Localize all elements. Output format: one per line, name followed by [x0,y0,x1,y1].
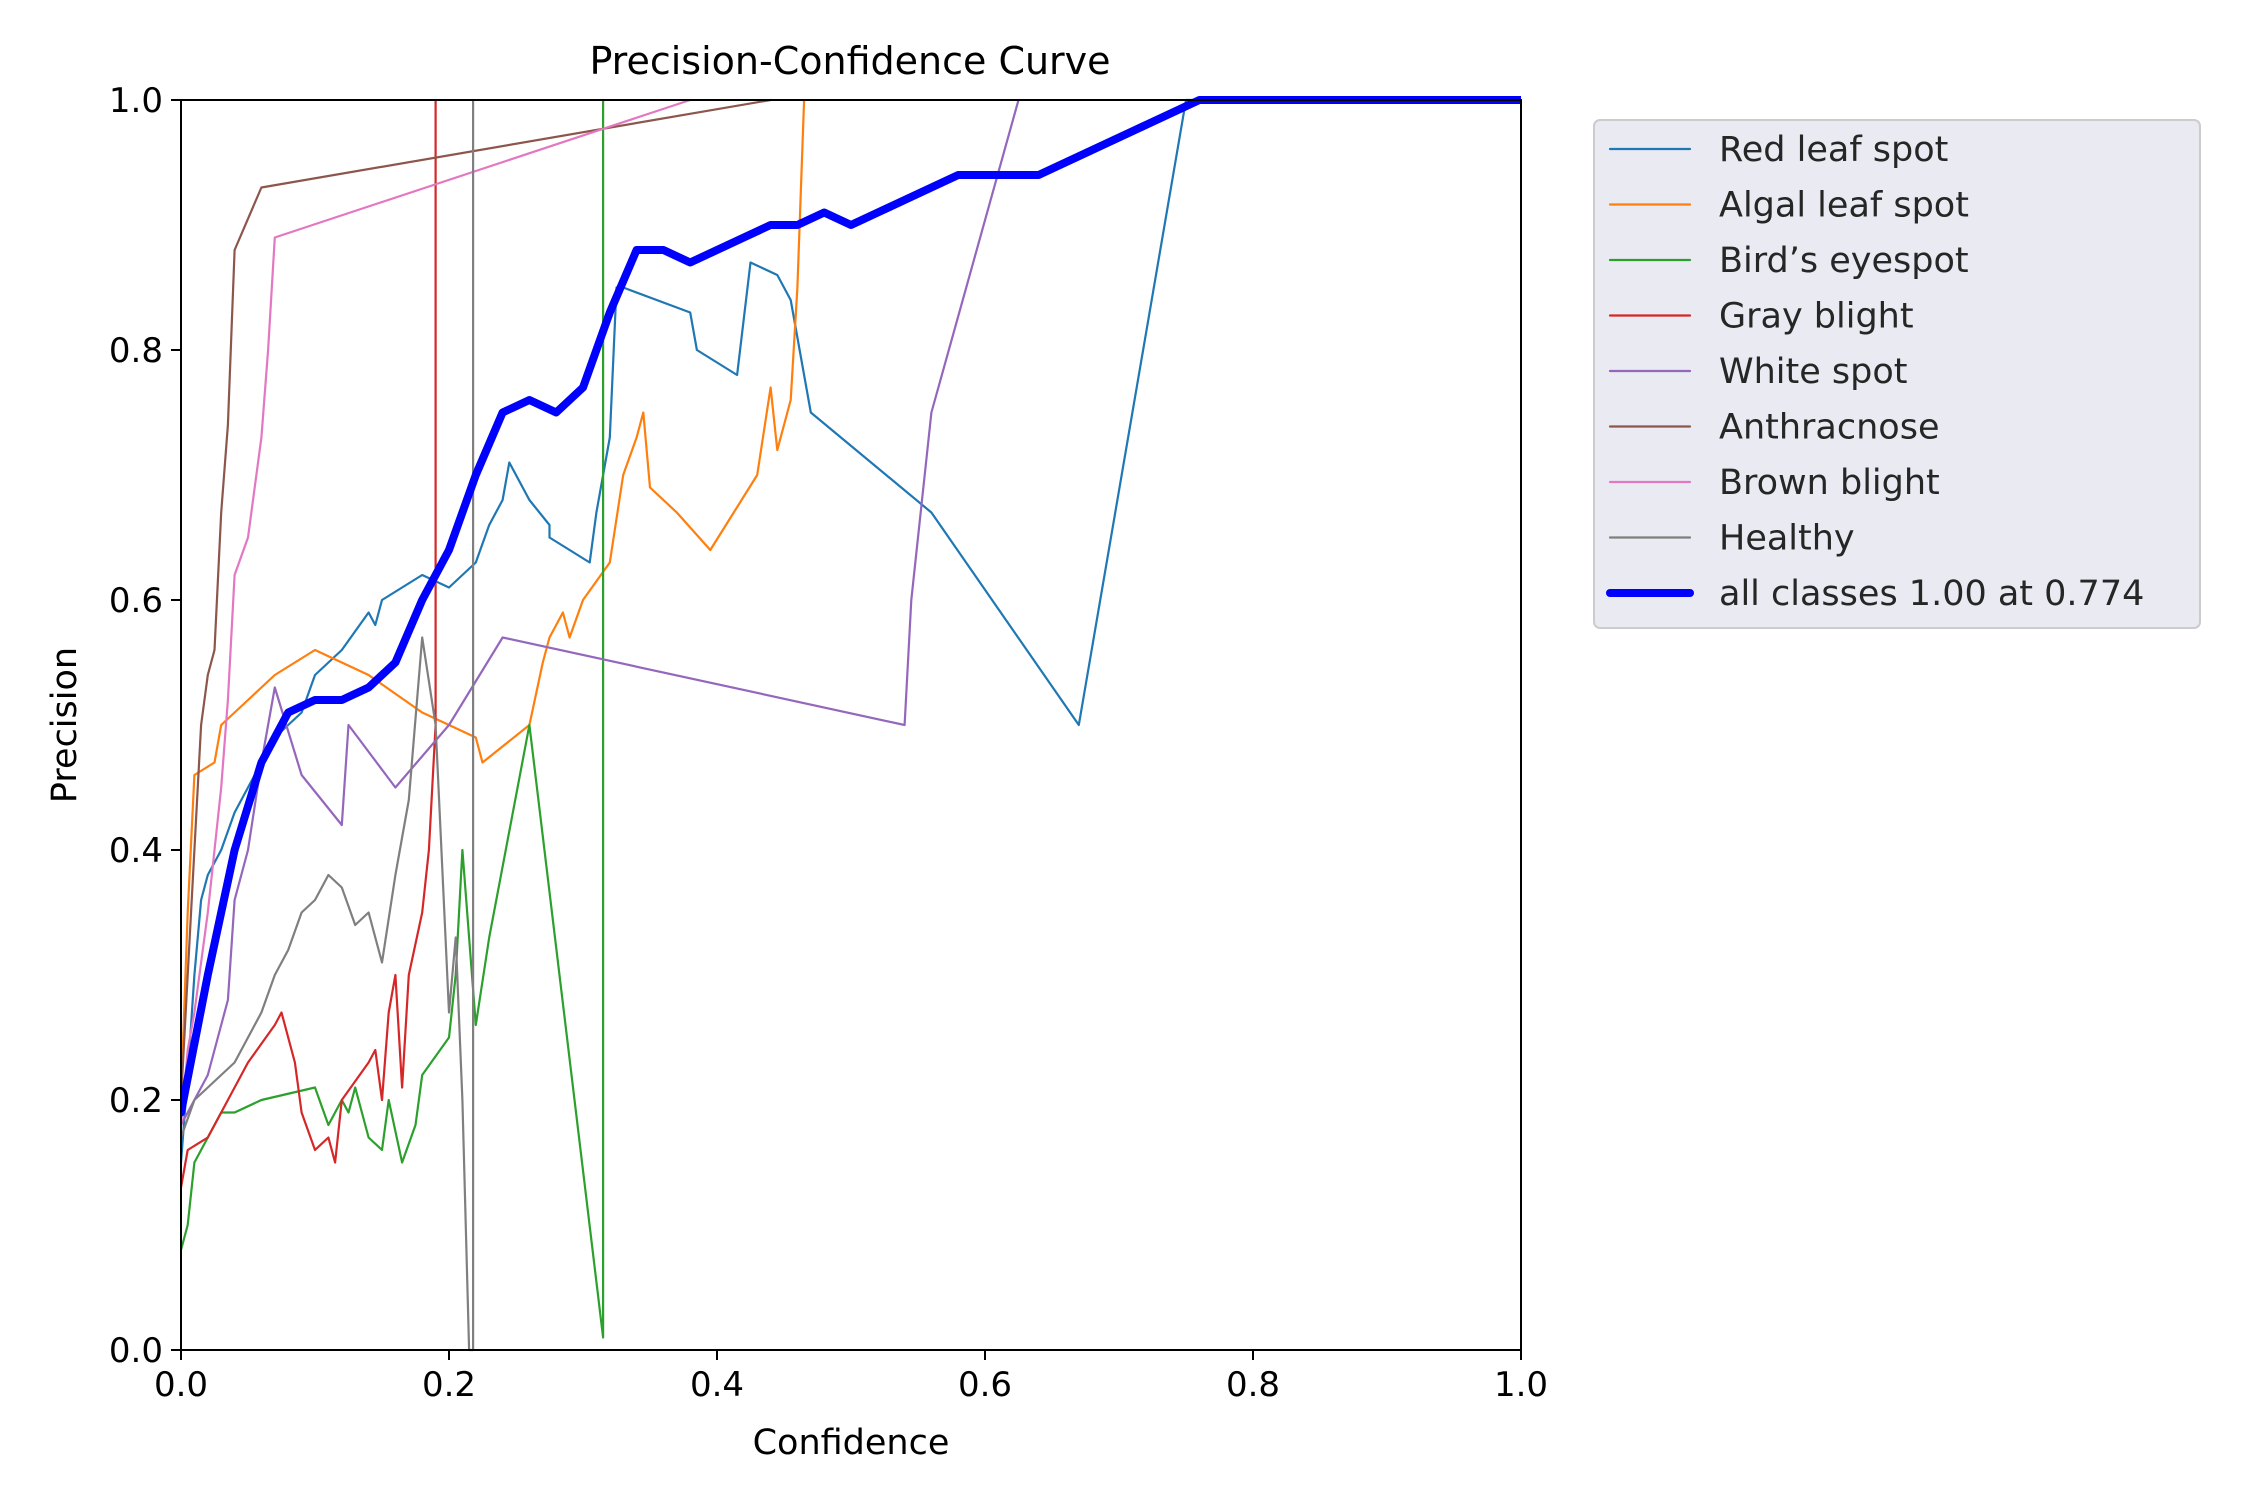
series-line-4 [181,98,437,1189]
legend-label: White spot [1719,352,1907,392]
x-tick-label: 0.4 [690,1365,744,1405]
y-tick-label: 1.0 [109,81,163,121]
y-tick-label: 0.2 [109,1081,163,1121]
plot-frame [180,99,1522,1351]
chart-title: Precision-Confidence Curve [589,39,1110,83]
x-axis-ticks: 0.0 0.2 0.4 0.6 0.8 1.0 [154,1350,1548,1405]
legend: Red leaf spot Algal leaf spot Bird’s eyesp… [1593,119,2201,629]
legend-label: Gray blight [1719,297,1914,337]
series-line-3 [181,98,605,1339]
x-axis-label: Confidence [753,1423,950,1463]
legend-label: Red leaf spot [1719,130,1948,170]
legend-label: Brown blight [1719,463,1940,503]
legend-items: Red leaf spot Algal leaf spot Bird’s eyesp… [1606,130,2144,614]
legend-label: all classes 1.00 at 0.774 [1719,574,2144,614]
series-line-7 [181,98,692,1127]
x-tick-label: 0.8 [1226,1365,1280,1405]
legend-label: Healthy [1719,519,1855,559]
series-line-9 [181,96,1521,1117]
x-tick-label: 1.0 [1494,1365,1548,1405]
legend-label: Bird’s eyespot [1719,241,1969,281]
y-tick-label: 0.6 [109,581,163,621]
y-tick-label: 0.0 [109,1331,163,1371]
y-axis-label: Precision [45,647,85,803]
series-line-5 [181,98,1020,1127]
series-layer [181,96,1521,1352]
x-tick-label: 0.0 [154,1365,208,1405]
series-line-8 [181,98,475,1352]
series-line-2 [181,98,806,1102]
y-tick-label: 0.4 [109,831,163,871]
legend-box [1593,119,2201,629]
y-tick-label: 0.8 [109,331,163,371]
series-line-1 [181,98,1521,1164]
y-axis-ticks: 0.0 0.2 0.4 0.6 0.8 1.0 [109,81,181,1371]
legend-label: Anthracnose [1719,408,1939,448]
series-line-6 [181,98,772,1102]
legend-label: Algal leaf spot [1719,186,1969,226]
x-tick-label: 0.2 [422,1365,476,1405]
x-tick-label: 0.6 [958,1365,1012,1405]
